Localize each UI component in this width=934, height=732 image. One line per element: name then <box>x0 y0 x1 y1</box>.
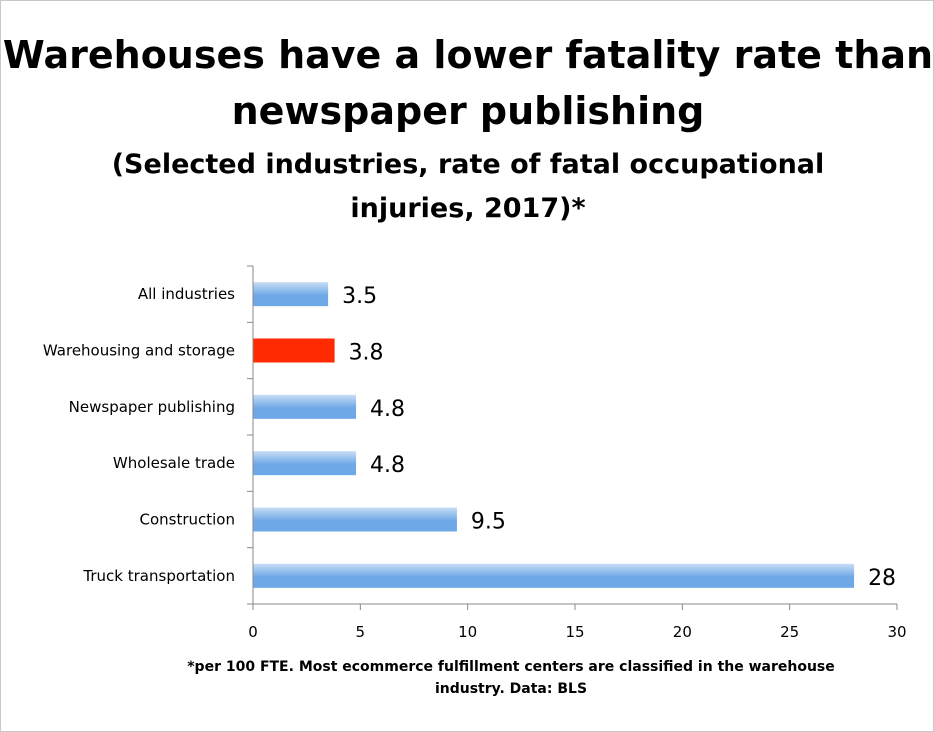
data-labels-group: 3.5 3.8 4.8 4.8 9.5 28 <box>342 284 896 591</box>
data-label: 4.8 <box>370 453 405 478</box>
bar-5 <box>253 563 855 588</box>
chart-title: Warehouses have a lower fatality rate th… <box>2 33 934 133</box>
x-tick-label: 25 <box>780 623 799 641</box>
footnote: *per 100 FTE. Most ecommerce fulfillment… <box>187 659 835 697</box>
x-tick-label: 0 <box>248 623 258 641</box>
bar-3 <box>253 451 357 476</box>
category-label: Construction <box>139 511 235 529</box>
bar-0 <box>253 282 329 307</box>
axes-group: 0 5 10 15 20 25 30 <box>247 265 907 641</box>
category-label: Warehousing and storage <box>43 342 235 360</box>
chart-subtitle: (Selected industries, rate of fatal occu… <box>111 149 825 224</box>
category-label: Newspaper publishing <box>69 398 235 416</box>
bars-group <box>253 282 855 588</box>
data-label: 4.8 <box>370 397 405 422</box>
data-label: 3.8 <box>349 341 384 366</box>
data-label: 3.5 <box>342 284 377 309</box>
x-tick-label: 30 <box>887 623 906 641</box>
data-label: 28 <box>868 566 896 591</box>
x-tick-label: 15 <box>565 623 584 641</box>
category-label: Truck transportation <box>82 567 235 585</box>
category-labels-group: All industries Warehousing and storage New… <box>43 285 235 585</box>
category-label: Wholesale trade <box>113 454 235 472</box>
x-tick-label: 5 <box>356 623 366 641</box>
data-label: 9.5 <box>471 510 506 535</box>
bar-2 <box>253 394 357 419</box>
x-tick-label: 20 <box>673 623 692 641</box>
category-label: All industries <box>138 285 235 303</box>
x-tick-label: 10 <box>458 623 477 641</box>
bar-4 <box>253 507 457 532</box>
bar-1 <box>253 338 335 363</box>
